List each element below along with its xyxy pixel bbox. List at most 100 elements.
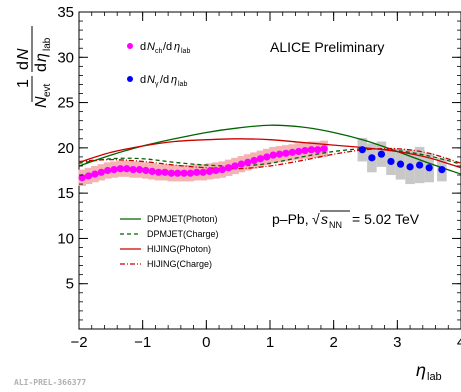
photon-point bbox=[416, 161, 424, 169]
y-tick-label: 15 bbox=[57, 185, 74, 202]
x-axis-label: η lab bbox=[416, 360, 442, 383]
charged-point bbox=[123, 165, 131, 173]
charged-point bbox=[180, 169, 188, 177]
charged-point bbox=[110, 165, 118, 174]
photon-point bbox=[368, 154, 376, 162]
charged-point bbox=[199, 168, 207, 176]
legend-charged-marker bbox=[127, 43, 133, 49]
charged-point bbox=[142, 166, 150, 175]
charged-point bbox=[154, 168, 163, 176]
charged-point bbox=[225, 164, 233, 172]
legend-photon-marker bbox=[127, 76, 133, 82]
x-tick-label: 4 bbox=[457, 334, 461, 351]
charged-point bbox=[237, 160, 245, 168]
y-tick-label: 30 bbox=[57, 49, 74, 66]
legend-line-label: DPMJET(Photon) bbox=[147, 214, 218, 224]
svg-text:d: d bbox=[33, 63, 50, 72]
svg-text:/d: /d bbox=[163, 41, 172, 53]
svg-text:N: N bbox=[147, 74, 155, 86]
curve-hijing-charge bbox=[78, 147, 461, 170]
charged-point bbox=[275, 150, 284, 158]
curve-dpmjet-charge bbox=[78, 148, 461, 167]
svg-text:d: d bbox=[140, 41, 146, 53]
x-tick-label: 3 bbox=[393, 334, 401, 351]
svg-text:= 5.02 TeV: = 5.02 TeV bbox=[352, 211, 420, 227]
svg-text:η: η bbox=[174, 41, 180, 53]
svg-text:ch: ch bbox=[155, 48, 163, 55]
data-points bbox=[78, 145, 446, 182]
y-axis-label: 1 N evt d N d η lab bbox=[15, 26, 53, 108]
svg-text:d: d bbox=[15, 61, 32, 70]
svg-text:η: η bbox=[416, 360, 426, 380]
charged-point bbox=[288, 148, 296, 156]
charged-point bbox=[212, 166, 220, 175]
charged-point bbox=[320, 145, 328, 153]
charged-point bbox=[231, 162, 239, 170]
system-annotation: p–Pb, √ s NN = 5.02 TeV bbox=[272, 210, 420, 230]
charged-point bbox=[97, 168, 105, 176]
svg-text:√: √ bbox=[312, 211, 320, 227]
charged-point bbox=[218, 165, 226, 174]
model-curves bbox=[78, 124, 461, 175]
charged-point bbox=[148, 167, 156, 176]
x-tick-label: 2 bbox=[329, 334, 337, 351]
charged-point bbox=[84, 172, 93, 180]
charged-point bbox=[91, 170, 99, 178]
legend-line-label: HIJING(Charge) bbox=[147, 259, 212, 269]
svg-text:lab: lab bbox=[427, 371, 442, 383]
charged-point bbox=[295, 147, 303, 156]
legend-line-label: HIJING(Photon) bbox=[147, 244, 211, 254]
legend-line-label: DPMJET(Charge) bbox=[147, 229, 219, 239]
charged-point bbox=[135, 165, 144, 174]
photon-point bbox=[438, 165, 446, 174]
svg-text:evt: evt bbox=[42, 83, 53, 97]
svg-text:η: η bbox=[33, 53, 50, 62]
charged-point bbox=[244, 158, 252, 166]
charged-point bbox=[174, 169, 182, 177]
charged-point bbox=[263, 153, 271, 161]
photon-point bbox=[425, 164, 433, 172]
photon-point bbox=[377, 150, 386, 158]
axis-ticks: −2 −1 0 1 2 3 4 5 10 15 20 25 30 35 bbox=[57, 4, 461, 351]
y-tick-label: 5 bbox=[66, 276, 74, 293]
svg-text:N: N bbox=[147, 41, 155, 53]
photon-point bbox=[396, 160, 405, 168]
svg-text:NN: NN bbox=[329, 220, 342, 230]
marker-legend: d N ch /d η lab d N γ /d η lab bbox=[127, 41, 190, 88]
svg-text:lab: lab bbox=[178, 81, 187, 88]
svg-text:s: s bbox=[321, 211, 328, 227]
y-tick-label: 20 bbox=[57, 140, 74, 157]
svg-text:d: d bbox=[140, 74, 146, 86]
charged-point bbox=[193, 168, 201, 176]
y-tick-label: 25 bbox=[57, 95, 74, 112]
x-tick-label: 0 bbox=[202, 334, 210, 351]
charged-point bbox=[161, 168, 169, 176]
charged-point bbox=[282, 149, 290, 157]
svg-text:p–Pb,: p–Pb, bbox=[272, 211, 309, 227]
charged-point bbox=[307, 146, 315, 154]
photon-point bbox=[406, 163, 414, 171]
charged-point bbox=[256, 155, 265, 163]
charged-point bbox=[314, 146, 322, 154]
svg-text:γ: γ bbox=[155, 81, 159, 88]
charged-point bbox=[301, 146, 309, 155]
svg-text:N: N bbox=[15, 48, 32, 60]
alice-preliminary-label: ALICE Preliminary bbox=[270, 39, 384, 55]
curve-hijing-photon bbox=[78, 138, 461, 169]
footer-label: ALI-PREL-366377 bbox=[14, 378, 86, 387]
x-tick-label: 1 bbox=[266, 334, 274, 351]
x-tick-label: −1 bbox=[134, 334, 151, 351]
svg-text:lab: lab bbox=[42, 37, 53, 51]
charged-point bbox=[250, 156, 258, 165]
charged-point bbox=[116, 165, 124, 173]
photon-point bbox=[358, 146, 366, 154]
charged-point bbox=[129, 165, 137, 174]
charged-point bbox=[205, 167, 214, 176]
y-tick-label: 35 bbox=[57, 4, 74, 21]
svg-text:/d: /d bbox=[160, 74, 169, 86]
svg-text:N: N bbox=[33, 96, 50, 108]
charged-point bbox=[269, 151, 277, 159]
photon-point bbox=[387, 157, 395, 166]
x-tick-label: −2 bbox=[70, 334, 87, 351]
